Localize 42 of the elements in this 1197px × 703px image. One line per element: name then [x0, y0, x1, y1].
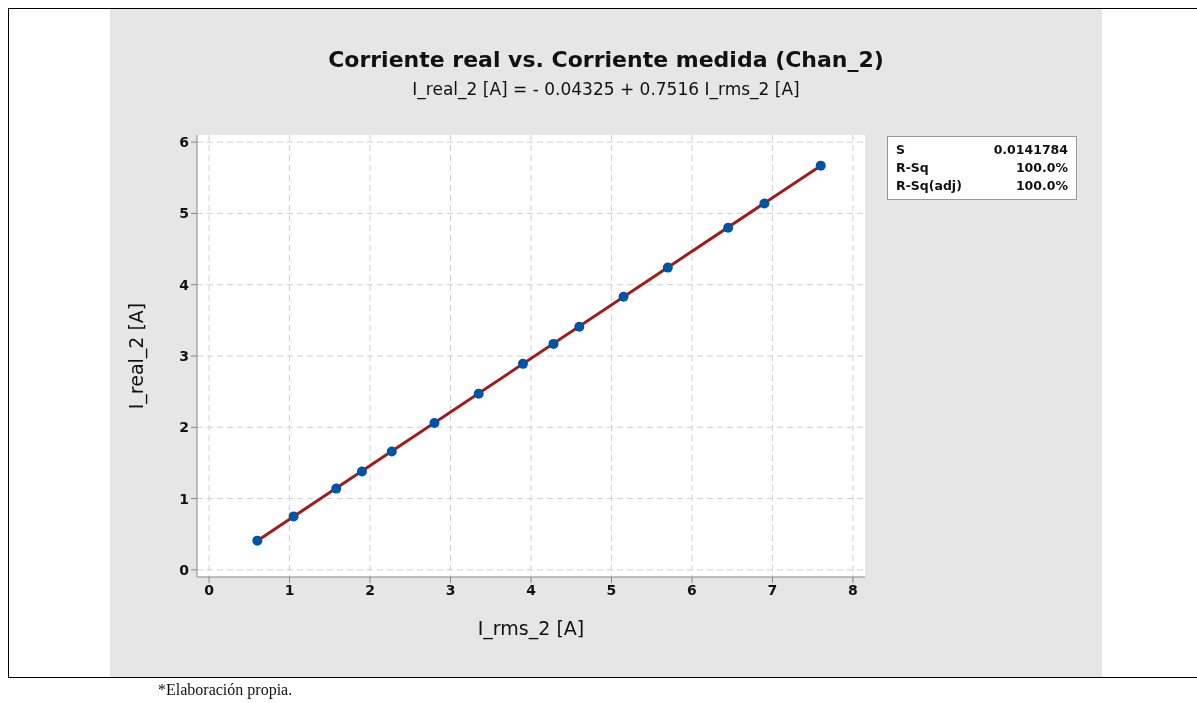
x-tick-label: 0: [204, 581, 215, 598]
x-tick-label: 8: [848, 581, 858, 598]
text: S: [896, 141, 906, 159]
point: [331, 483, 342, 494]
text: R-Sq(adj): [896, 177, 962, 195]
y-tick-label: 6: [179, 134, 189, 151]
chart-title: Corriente real vs. Corriente medida (Chan_2): [327, 47, 885, 72]
text: 100.0%: [1015, 159, 1068, 177]
text: R-Sq: [896, 159, 929, 177]
x-tick-label: 3: [445, 581, 456, 598]
y-tick-label: 3: [179, 347, 189, 364]
x-tick-label: 1: [284, 581, 295, 598]
point: [288, 511, 299, 522]
y-tick-label: 4: [179, 276, 190, 293]
point: [356, 466, 367, 477]
x-tick-label: 6: [687, 581, 697, 598]
x-tick-label: 7: [767, 581, 778, 598]
point: [618, 291, 629, 302]
point: [252, 535, 263, 546]
point: [386, 446, 397, 457]
y-tick-label: 1: [179, 490, 189, 507]
point: [574, 321, 585, 332]
x-tick-label: 4: [526, 581, 537, 598]
chart-subtitle: I_real_2 [A] = - 0.04325 + 0.7516 I_rms_2 [A]: [411, 79, 801, 99]
x-axis-title: I_rms_2 [A]: [477, 617, 585, 640]
text: *Elaboración propia.: [158, 681, 293, 699]
point: [815, 160, 826, 171]
y-tick-label: 2: [179, 419, 189, 436]
x-tick-label: 2: [365, 581, 375, 598]
point: [517, 358, 528, 369]
point: [429, 418, 440, 429]
y-axis-title: I_real_2 [A]: [124, 302, 148, 410]
y-tick-label: 5: [179, 205, 189, 222]
point: [723, 222, 734, 233]
x-tick-label: 5: [606, 581, 617, 598]
text: 0.0141784: [993, 141, 1068, 159]
text: 100.0%: [1015, 177, 1068, 195]
point: [662, 262, 673, 273]
y-tick-label: 0: [179, 561, 190, 578]
point: [473, 388, 484, 399]
point: [548, 338, 559, 349]
point: [759, 198, 770, 209]
